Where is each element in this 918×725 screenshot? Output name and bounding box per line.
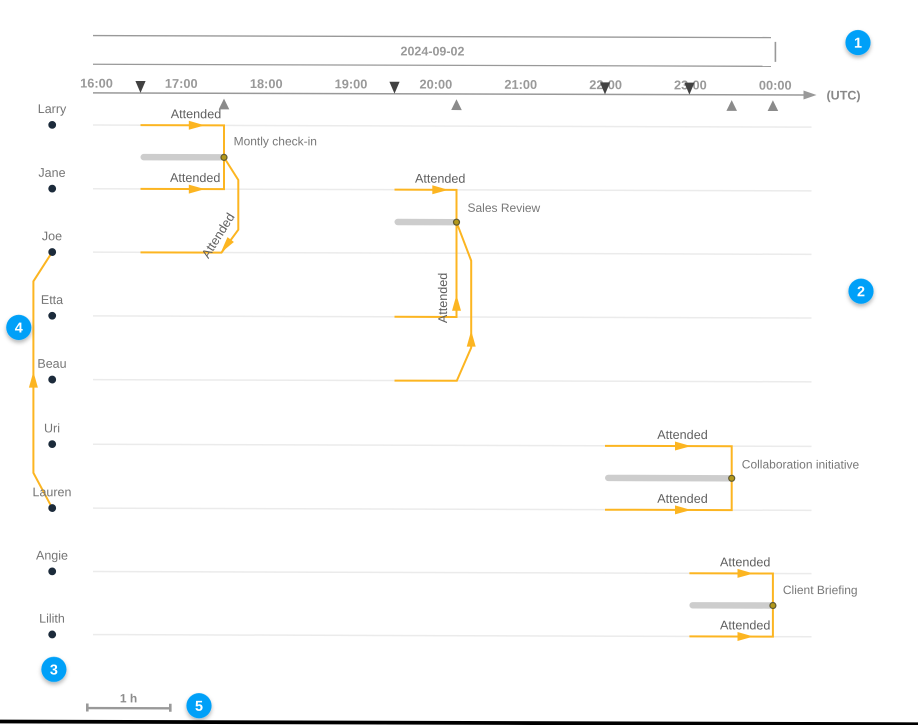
svg-text:Attended: Attended bbox=[657, 428, 707, 442]
svg-text:Beau: Beau bbox=[37, 357, 66, 371]
svg-text:Attended: Attended bbox=[171, 107, 221, 121]
svg-text:Larry: Larry bbox=[38, 102, 67, 116]
svg-text:Montly check-in: Montly check-in bbox=[234, 134, 317, 148]
svg-text:17:00: 17:00 bbox=[165, 76, 198, 91]
svg-text:4: 4 bbox=[15, 321, 23, 337]
svg-text:Attended: Attended bbox=[657, 492, 707, 506]
svg-text:Jane: Jane bbox=[38, 166, 65, 180]
svg-text:Lilith: Lilith bbox=[39, 612, 65, 626]
svg-text:1 h: 1 h bbox=[120, 691, 137, 705]
svg-text:Attended: Attended bbox=[436, 273, 450, 323]
svg-text:5: 5 bbox=[195, 699, 203, 715]
svg-text:18:00: 18:00 bbox=[250, 76, 283, 91]
svg-text:Angie: Angie bbox=[36, 549, 68, 563]
svg-text:(UTC): (UTC) bbox=[827, 88, 861, 102]
svg-text:Attended: Attended bbox=[415, 172, 465, 186]
svg-text:Uri: Uri bbox=[44, 421, 60, 435]
svg-text:2024-09-02: 2024-09-02 bbox=[401, 44, 465, 58]
svg-text:19:00: 19:00 bbox=[335, 76, 368, 91]
svg-text:Sales Review: Sales Review bbox=[468, 201, 541, 215]
svg-text:21:00: 21:00 bbox=[504, 77, 537, 92]
svg-text:2: 2 bbox=[857, 284, 865, 300]
svg-text:20:00: 20:00 bbox=[420, 77, 453, 92]
svg-text:1: 1 bbox=[854, 36, 862, 52]
svg-text:00:00: 00:00 bbox=[759, 78, 792, 93]
svg-text:Etta: Etta bbox=[41, 293, 63, 307]
svg-text:Lauren: Lauren bbox=[33, 485, 72, 499]
svg-text:Attended: Attended bbox=[720, 555, 770, 569]
svg-text:Attended: Attended bbox=[170, 171, 220, 185]
svg-text:Client Briefing: Client Briefing bbox=[783, 583, 858, 597]
svg-text:Collaboration initiative: Collaboration initiative bbox=[742, 457, 860, 471]
svg-text:Attended: Attended bbox=[720, 618, 770, 632]
svg-text:3: 3 bbox=[50, 662, 58, 678]
svg-text:16:00: 16:00 bbox=[80, 76, 113, 91]
svg-text:Joe: Joe bbox=[42, 229, 62, 243]
